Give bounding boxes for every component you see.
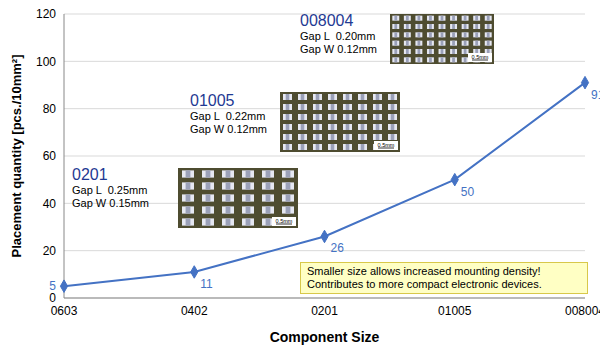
svg-text:0.5mm: 0.5mm — [472, 54, 489, 60]
svg-text:0: 0 — [49, 291, 56, 305]
svg-text:11: 11 — [200, 277, 213, 291]
svg-text:60: 60 — [43, 149, 57, 163]
svg-text:100: 100 — [36, 55, 56, 69]
svg-text:120: 120 — [36, 7, 56, 21]
html-text:0201: 0201 — [72, 166, 108, 183]
html-text:Gap L 0.25mm: Gap L 0.25mm — [72, 184, 148, 196]
html-text:008004: 008004 — [300, 12, 354, 29]
svg-text:26: 26 — [331, 241, 345, 255]
svg-text:0201: 0201 — [311, 304, 338, 318]
svg-text:5: 5 — [49, 279, 56, 293]
html-text:Gap L 0.22mm: Gap L 0.22mm — [190, 110, 266, 122]
svg-text:Component Size: Component Size — [270, 329, 380, 345]
html-text:Gap L 0.20mm: Gap L 0.20mm — [300, 30, 376, 42]
html-text:Contributes to more compact el: Contributes to more compact electronic d… — [307, 278, 542, 290]
svg-text:Placement quantity [pcs./10mm²: Placement quantity [pcs./10mm²] — [9, 55, 24, 258]
svg-text:20: 20 — [43, 244, 57, 258]
html-text:Gap W 0.15mm: Gap W 0.15mm — [72, 197, 149, 209]
svg-text:91: 91 — [591, 88, 600, 102]
html-text:Gap W 0.12mm: Gap W 0.12mm — [300, 43, 377, 55]
html-text:Smaller size allows increased: Smaller size allows increased mounting d… — [307, 265, 541, 277]
html-text:Gap W 0.12mm: Gap W 0.12mm — [190, 123, 267, 135]
svg-text:008004: 008004 — [565, 304, 600, 318]
svg-text:80: 80 — [43, 102, 57, 116]
svg-text:40: 40 — [43, 197, 57, 211]
svg-text:50: 50 — [461, 185, 475, 199]
svg-text:0402: 0402 — [181, 304, 208, 318]
svg-text:0603: 0603 — [51, 304, 78, 318]
html-text:01005: 01005 — [190, 92, 235, 109]
svg-text:01005: 01005 — [438, 304, 472, 318]
svg-text:0.5mm: 0.5mm — [276, 218, 293, 224]
svg-text:0.5mm: 0.5mm — [378, 142, 395, 148]
